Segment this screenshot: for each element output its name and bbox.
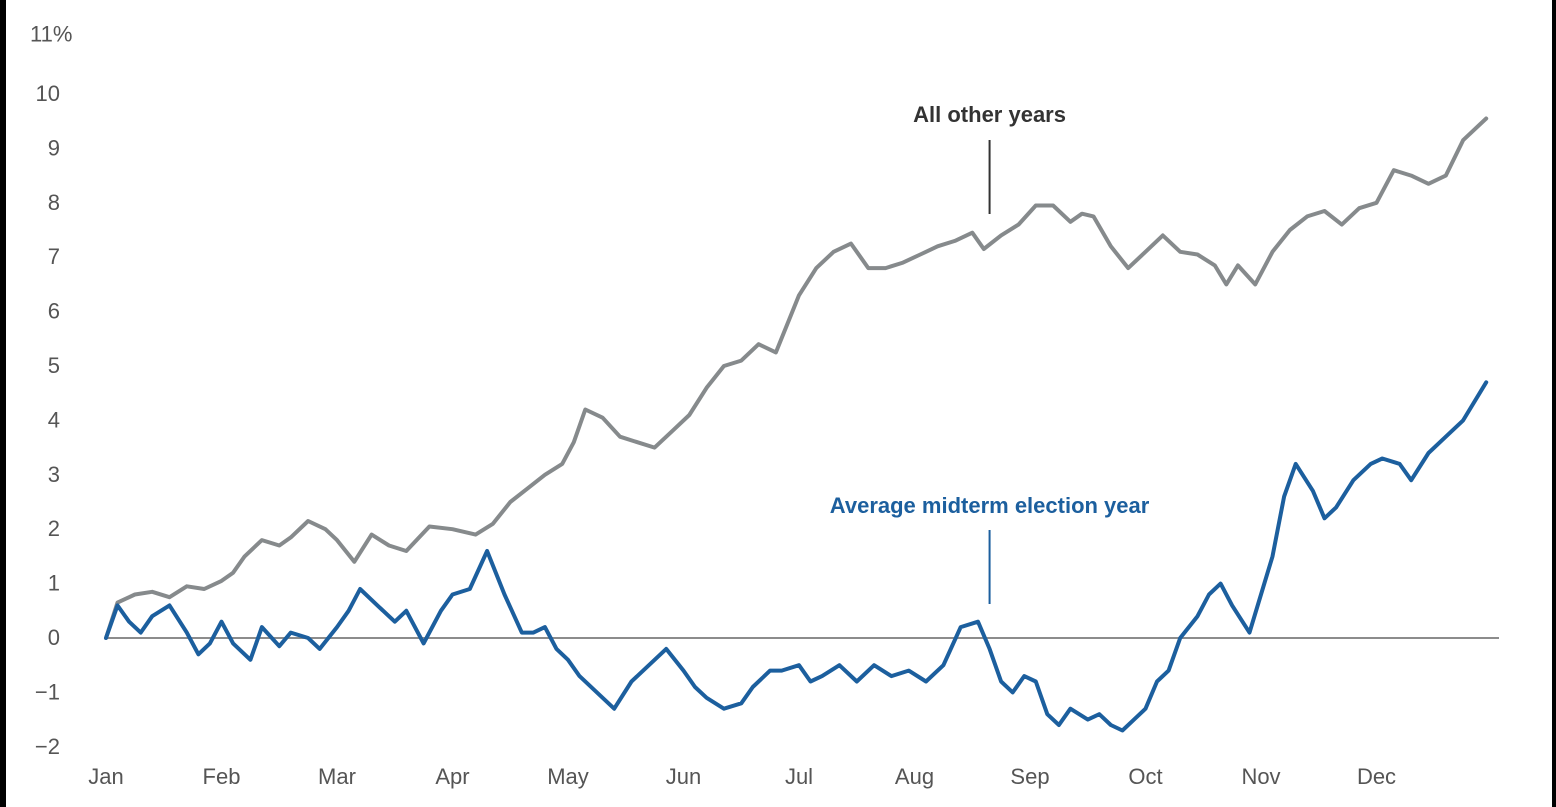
series-line-midterm-year xyxy=(104,380,1489,733)
x-tick-label: Aug xyxy=(895,764,934,789)
x-tick-label: Mar xyxy=(318,764,356,789)
y-tick-label: 3 xyxy=(48,462,60,487)
series-line-all-other-years xyxy=(104,116,1489,640)
y-tick-label: 7 xyxy=(48,244,60,269)
x-tick-label: Jun xyxy=(666,764,701,789)
y-tick-label: 4 xyxy=(48,407,60,432)
y-tick-label: 0 xyxy=(48,625,60,650)
x-tick-label: Sep xyxy=(1010,764,1049,789)
y-tick-label: 6 xyxy=(48,299,60,324)
x-tick-label: Feb xyxy=(203,764,241,789)
y-tick-label: 2 xyxy=(48,516,60,541)
y-tick-label: 10 xyxy=(36,81,60,106)
x-tick-label: May xyxy=(547,764,589,789)
x-tick-label: Nov xyxy=(1241,764,1280,789)
annotation-midterm-year: Average midterm election year xyxy=(830,493,1150,518)
x-tick-label: Dec xyxy=(1357,764,1396,789)
y-tick-label: 5 xyxy=(48,353,60,378)
x-tick-label: Apr xyxy=(435,764,469,789)
y-tick-label: 11% xyxy=(30,22,72,47)
annotation-layer: All other years Average midterm election … xyxy=(830,102,1150,604)
y-tick-label: −2 xyxy=(35,734,60,759)
x-tick-label: Oct xyxy=(1128,764,1162,789)
x-axis-ticks: Jan Feb Mar Apr May Jun Jul Aug Sep Oct Nov Dec xyxy=(88,764,1396,789)
x-tick-label: Jul xyxy=(785,764,813,789)
right-border xyxy=(1552,0,1556,807)
x-tick-label: Jan xyxy=(88,764,123,789)
y-tick-label: 9 xyxy=(48,135,60,160)
annotation-all-other-years: All other years xyxy=(913,102,1066,127)
y-tick-label: 8 xyxy=(48,190,60,215)
y-tick-label: −1 xyxy=(35,679,60,704)
y-tick-label: 1 xyxy=(48,571,60,596)
series-layer xyxy=(104,116,1489,733)
left-border xyxy=(0,0,6,807)
